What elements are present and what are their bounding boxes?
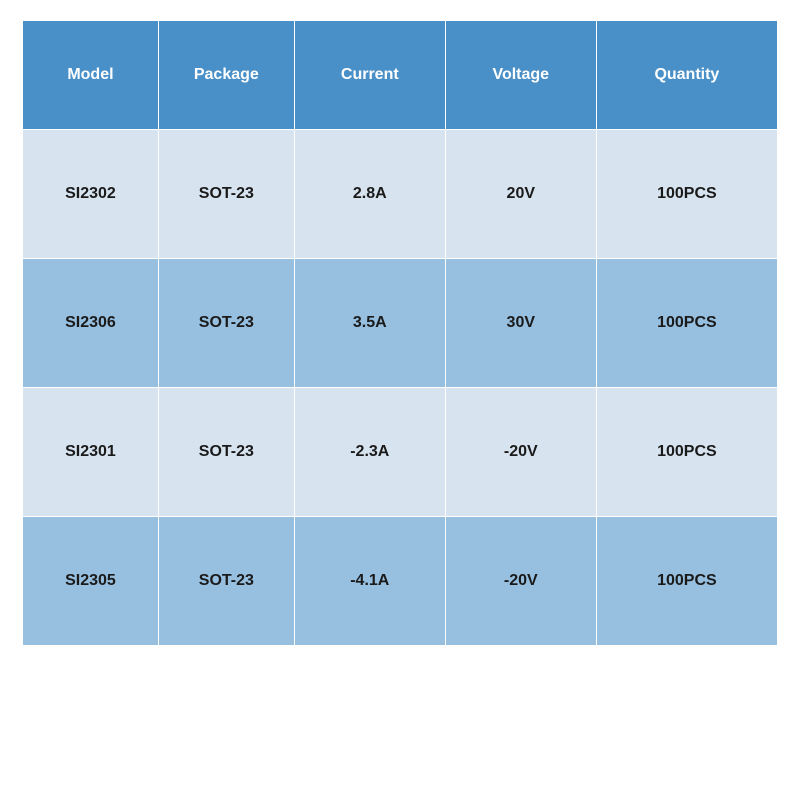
cell-voltage: 20V xyxy=(445,130,596,259)
table-row: SI2301SOT-23-2.3A-20V100PCS xyxy=(23,388,778,517)
cell-quantity: 100PCS xyxy=(596,517,777,646)
cell-current: 2.8A xyxy=(294,130,445,259)
table-container: ModelPackageCurrentVoltageQuantity SI230… xyxy=(0,0,800,666)
cell-model: SI2305 xyxy=(23,517,159,646)
header-current: Current xyxy=(294,21,445,130)
cell-quantity: 100PCS xyxy=(596,259,777,388)
cell-current: 3.5A xyxy=(294,259,445,388)
cell-quantity: 100PCS xyxy=(596,130,777,259)
header-package: Package xyxy=(158,21,294,130)
cell-current: -2.3A xyxy=(294,388,445,517)
spec-table: ModelPackageCurrentVoltageQuantity SI230… xyxy=(22,20,778,646)
table-row: SI2302SOT-232.8A20V100PCS xyxy=(23,130,778,259)
cell-model: SI2302 xyxy=(23,130,159,259)
cell-current: -4.1A xyxy=(294,517,445,646)
cell-package: SOT-23 xyxy=(158,130,294,259)
table-row: SI2306SOT-233.5A30V100PCS xyxy=(23,259,778,388)
cell-quantity: 100PCS xyxy=(596,388,777,517)
header-voltage: Voltage xyxy=(445,21,596,130)
header-model: Model xyxy=(23,21,159,130)
cell-voltage: -20V xyxy=(445,388,596,517)
cell-voltage: 30V xyxy=(445,259,596,388)
table-body: SI2302SOT-232.8A20V100PCSSI2306SOT-233.5… xyxy=(23,130,778,646)
cell-package: SOT-23 xyxy=(158,388,294,517)
table-row: SI2305SOT-23-4.1A-20V100PCS xyxy=(23,517,778,646)
cell-model: SI2301 xyxy=(23,388,159,517)
header-row: ModelPackageCurrentVoltageQuantity xyxy=(23,21,778,130)
table-head: ModelPackageCurrentVoltageQuantity xyxy=(23,21,778,130)
cell-model: SI2306 xyxy=(23,259,159,388)
cell-package: SOT-23 xyxy=(158,517,294,646)
header-quantity: Quantity xyxy=(596,21,777,130)
cell-package: SOT-23 xyxy=(158,259,294,388)
cell-voltage: -20V xyxy=(445,517,596,646)
